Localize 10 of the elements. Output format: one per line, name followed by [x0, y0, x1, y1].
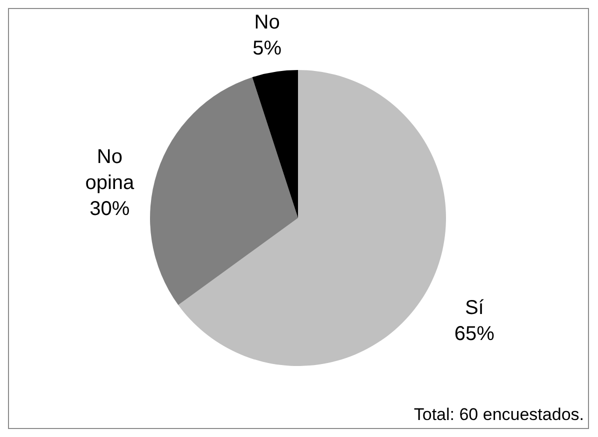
data-label: 65% [454, 322, 495, 345]
text: Total: 60 encuestados. [414, 405, 584, 424]
slice-label: Sí [464, 296, 484, 319]
data-label: 30% [90, 198, 130, 220]
slice-label: No opina [85, 146, 136, 194]
data-label: 5% [252, 37, 282, 60]
pie-slice [252, 70, 298, 218]
pie-slice [150, 77, 298, 305]
slice-label: No [254, 11, 280, 34]
pie-slice [178, 70, 446, 366]
